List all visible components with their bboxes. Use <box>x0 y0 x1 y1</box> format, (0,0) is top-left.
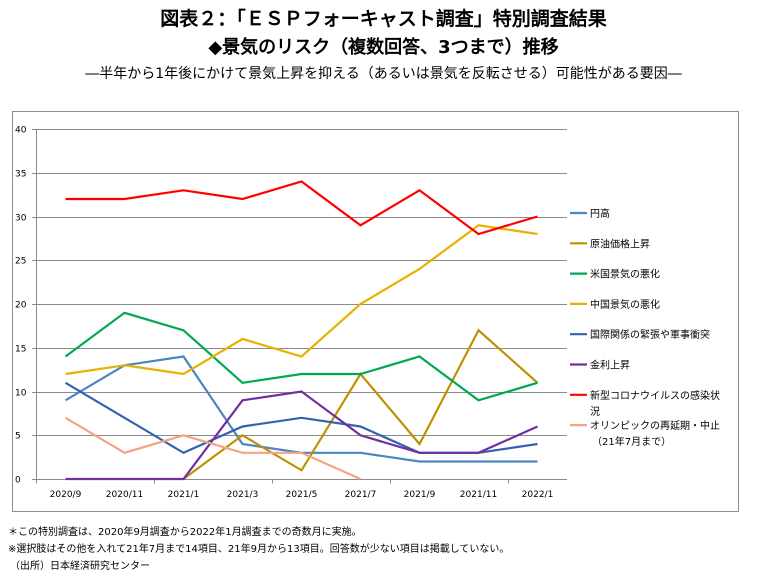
x-tick-label: 2020/11 <box>106 490 143 500</box>
series-line-3 <box>65 224 538 376</box>
legend-label: 金利上昇 <box>590 359 630 372</box>
series-line-0 <box>64 355 538 463</box>
legend: 円高原油価格上昇米国景気の悪化中国景気の悪化国際関係の緊張や軍事衝突金利上昇新型… <box>570 207 720 448</box>
y-tick-label: 0 <box>15 476 21 486</box>
x-tick-label: 2021/7 <box>345 490 377 500</box>
legend-label: 原油価格上昇 <box>590 237 650 250</box>
y-tick-label: 10 <box>15 389 27 399</box>
legend-label: 況 <box>590 406 600 418</box>
series-line-6 <box>65 180 538 236</box>
x-tick-label: 2021/9 <box>404 490 436 500</box>
axes: 0 5 10 15 20 25 30 35 40 2020/9 2020/11 2021/1 2021/… <box>15 126 567 500</box>
footnote-survey-period: ＊この特別調査は、2020年9月調査から2022年1月調査までの奇数月に実施。 <box>8 527 362 538</box>
legend-label: （21年7月まで） <box>592 435 671 448</box>
gridlines <box>36 129 567 436</box>
y-tick-label: 30 <box>15 214 27 224</box>
legend-label: 円高 <box>590 207 610 220</box>
chart-subtitle: ―半年から1年後にかけて景気上昇を抑える（あるいは景気を反転させる）可能性がある… <box>85 66 682 82</box>
chart-title-sub: ◆景気のリスク（複数回答、3つまで）推移 <box>208 37 559 58</box>
series-line-2 <box>64 311 538 402</box>
y-tick-label: 5 <box>15 432 21 442</box>
y-tick-label: 40 <box>15 126 27 136</box>
y-tick-label: 25 <box>15 257 26 267</box>
x-tick-label: 2022/1 <box>522 490 554 500</box>
footnote-source: （出所）日本経済研究センター <box>10 561 150 572</box>
legend-label: 中国景気の悪化 <box>590 298 660 311</box>
legend-label: オリンピックの再延期・中止 <box>590 419 720 432</box>
footnote-options: ※選択肢はその他を入れて21年7月まで14項目、21年9月から13項目。回答数が… <box>8 544 510 555</box>
x-tick-label: 2020/9 <box>50 490 82 500</box>
y-tick-label: 20 <box>15 301 27 311</box>
legend-label: 米国景気の悪化 <box>590 268 660 281</box>
x-tick-label: 2021/11 <box>460 490 497 500</box>
series-line-7 <box>64 416 361 481</box>
series-line-4 <box>64 381 538 455</box>
y-tick-label: 35 <box>15 170 26 180</box>
legend-label: 国際関係の緊張や軍事衝突 <box>590 328 710 341</box>
series-line-1 <box>182 328 539 480</box>
series-line-5 <box>65 390 538 481</box>
x-tick-label: 2021/5 <box>286 490 318 500</box>
chart-frame <box>12 111 739 512</box>
x-tick-label: 2021/3 <box>227 490 259 500</box>
chart-title-main: 図表２：「ＥＳＰフォーキャスト調査」特別調査結果 <box>160 8 607 30</box>
footnotes: ＊この特別調査は、2020年9月調査から2022年1月調査までの奇数月に実施。 … <box>8 524 509 575</box>
series-lines <box>64 180 539 481</box>
legend-label: 新型コロナウイルスの感染状 <box>590 389 720 402</box>
x-tick-label: 2021/1 <box>168 490 200 500</box>
y-tick-label: 15 <box>15 345 26 355</box>
